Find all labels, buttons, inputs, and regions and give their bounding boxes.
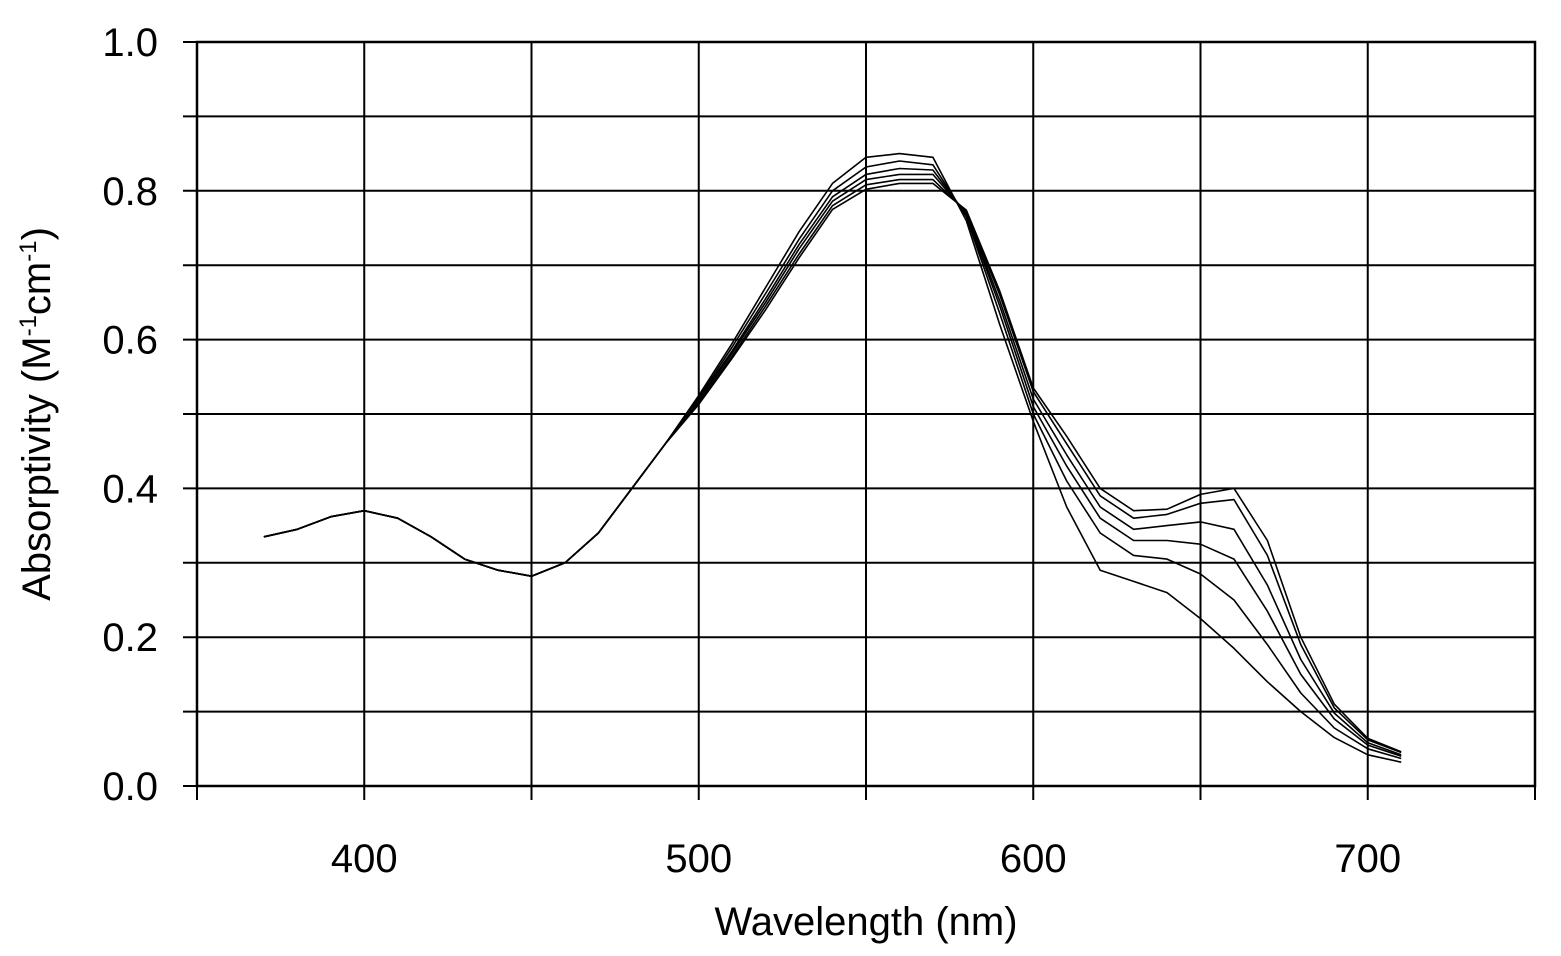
series-line-6 [263, 182, 1402, 753]
y-tick-label: 0.0 [102, 765, 158, 809]
series-line-4 [263, 173, 1402, 756]
y-axis-label-end: ) [15, 227, 59, 240]
y-axis-label-mid: cm [15, 262, 59, 315]
x-tick-label: 700 [1334, 837, 1401, 881]
y-axis-label: Absorptivity (M-1cm-1) [15, 227, 59, 601]
y-axis-label-sup1: -1 [15, 315, 42, 336]
y-tick-labels: 0.0 0.2 0.4 0.6 0.8 1.0 [102, 21, 158, 809]
y-tick-label: 0.2 [102, 616, 158, 660]
x-tick-label: 400 [331, 837, 398, 881]
y-tick-label: 0.8 [102, 170, 158, 214]
series-line-3 [263, 167, 1402, 757]
y-axis-label-sup2: -1 [15, 240, 42, 261]
y-tick-label: 1.0 [102, 21, 158, 65]
x-tick-label: 600 [1000, 837, 1067, 881]
y-axis-label-main: Absorptivity (M [15, 336, 59, 601]
y-tick-label: 0.6 [102, 319, 158, 363]
x-tick-label: 500 [665, 837, 732, 881]
x-axis-label: Wavelength (nm) [714, 900, 1017, 944]
series-line-1 [263, 152, 1402, 763]
x-tick-labels: 400 500 600 700 [331, 837, 1401, 881]
series-group [263, 152, 1402, 763]
plot-frame [195, 40, 1537, 788]
grid [183, 41, 1536, 800]
y-tick-label: 0.4 [102, 467, 158, 511]
series-line-2 [263, 160, 1402, 760]
